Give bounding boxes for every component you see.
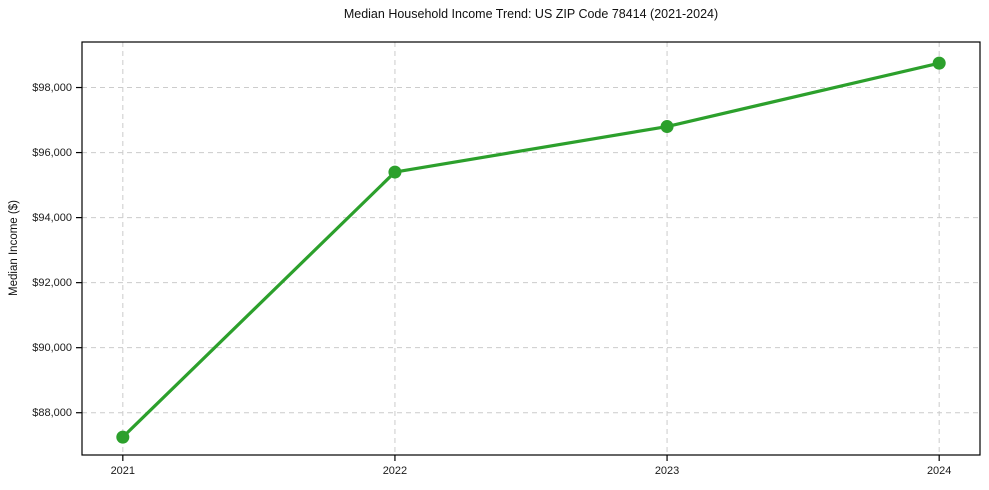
plot-border [81,41,981,456]
y-axis-label: Median Income ($) [8,200,20,296]
data-point-2023 [660,120,674,134]
x-tick-label: 2023 [655,465,679,477]
x-tick-label: 2021 [111,465,135,477]
chart-title: Median Household Income Trend: US ZIP Co… [343,7,719,21]
trend-line [121,61,941,439]
x-tick-label: 2022 [383,465,407,477]
y-tick-label: $92,000 [32,277,72,289]
data-point-2024 [932,56,946,70]
y-tick-label: $88,000 [32,407,72,419]
y-tick-label: $90,000 [32,342,72,354]
y-tick-label: $98,000 [32,82,72,94]
y-tick-label: $96,000 [32,147,72,159]
data-point-2021 [116,430,130,444]
x-tick-label: 2024 [927,465,951,477]
data-point-2022 [388,165,402,179]
y-tick-label: $94,000 [32,212,72,224]
